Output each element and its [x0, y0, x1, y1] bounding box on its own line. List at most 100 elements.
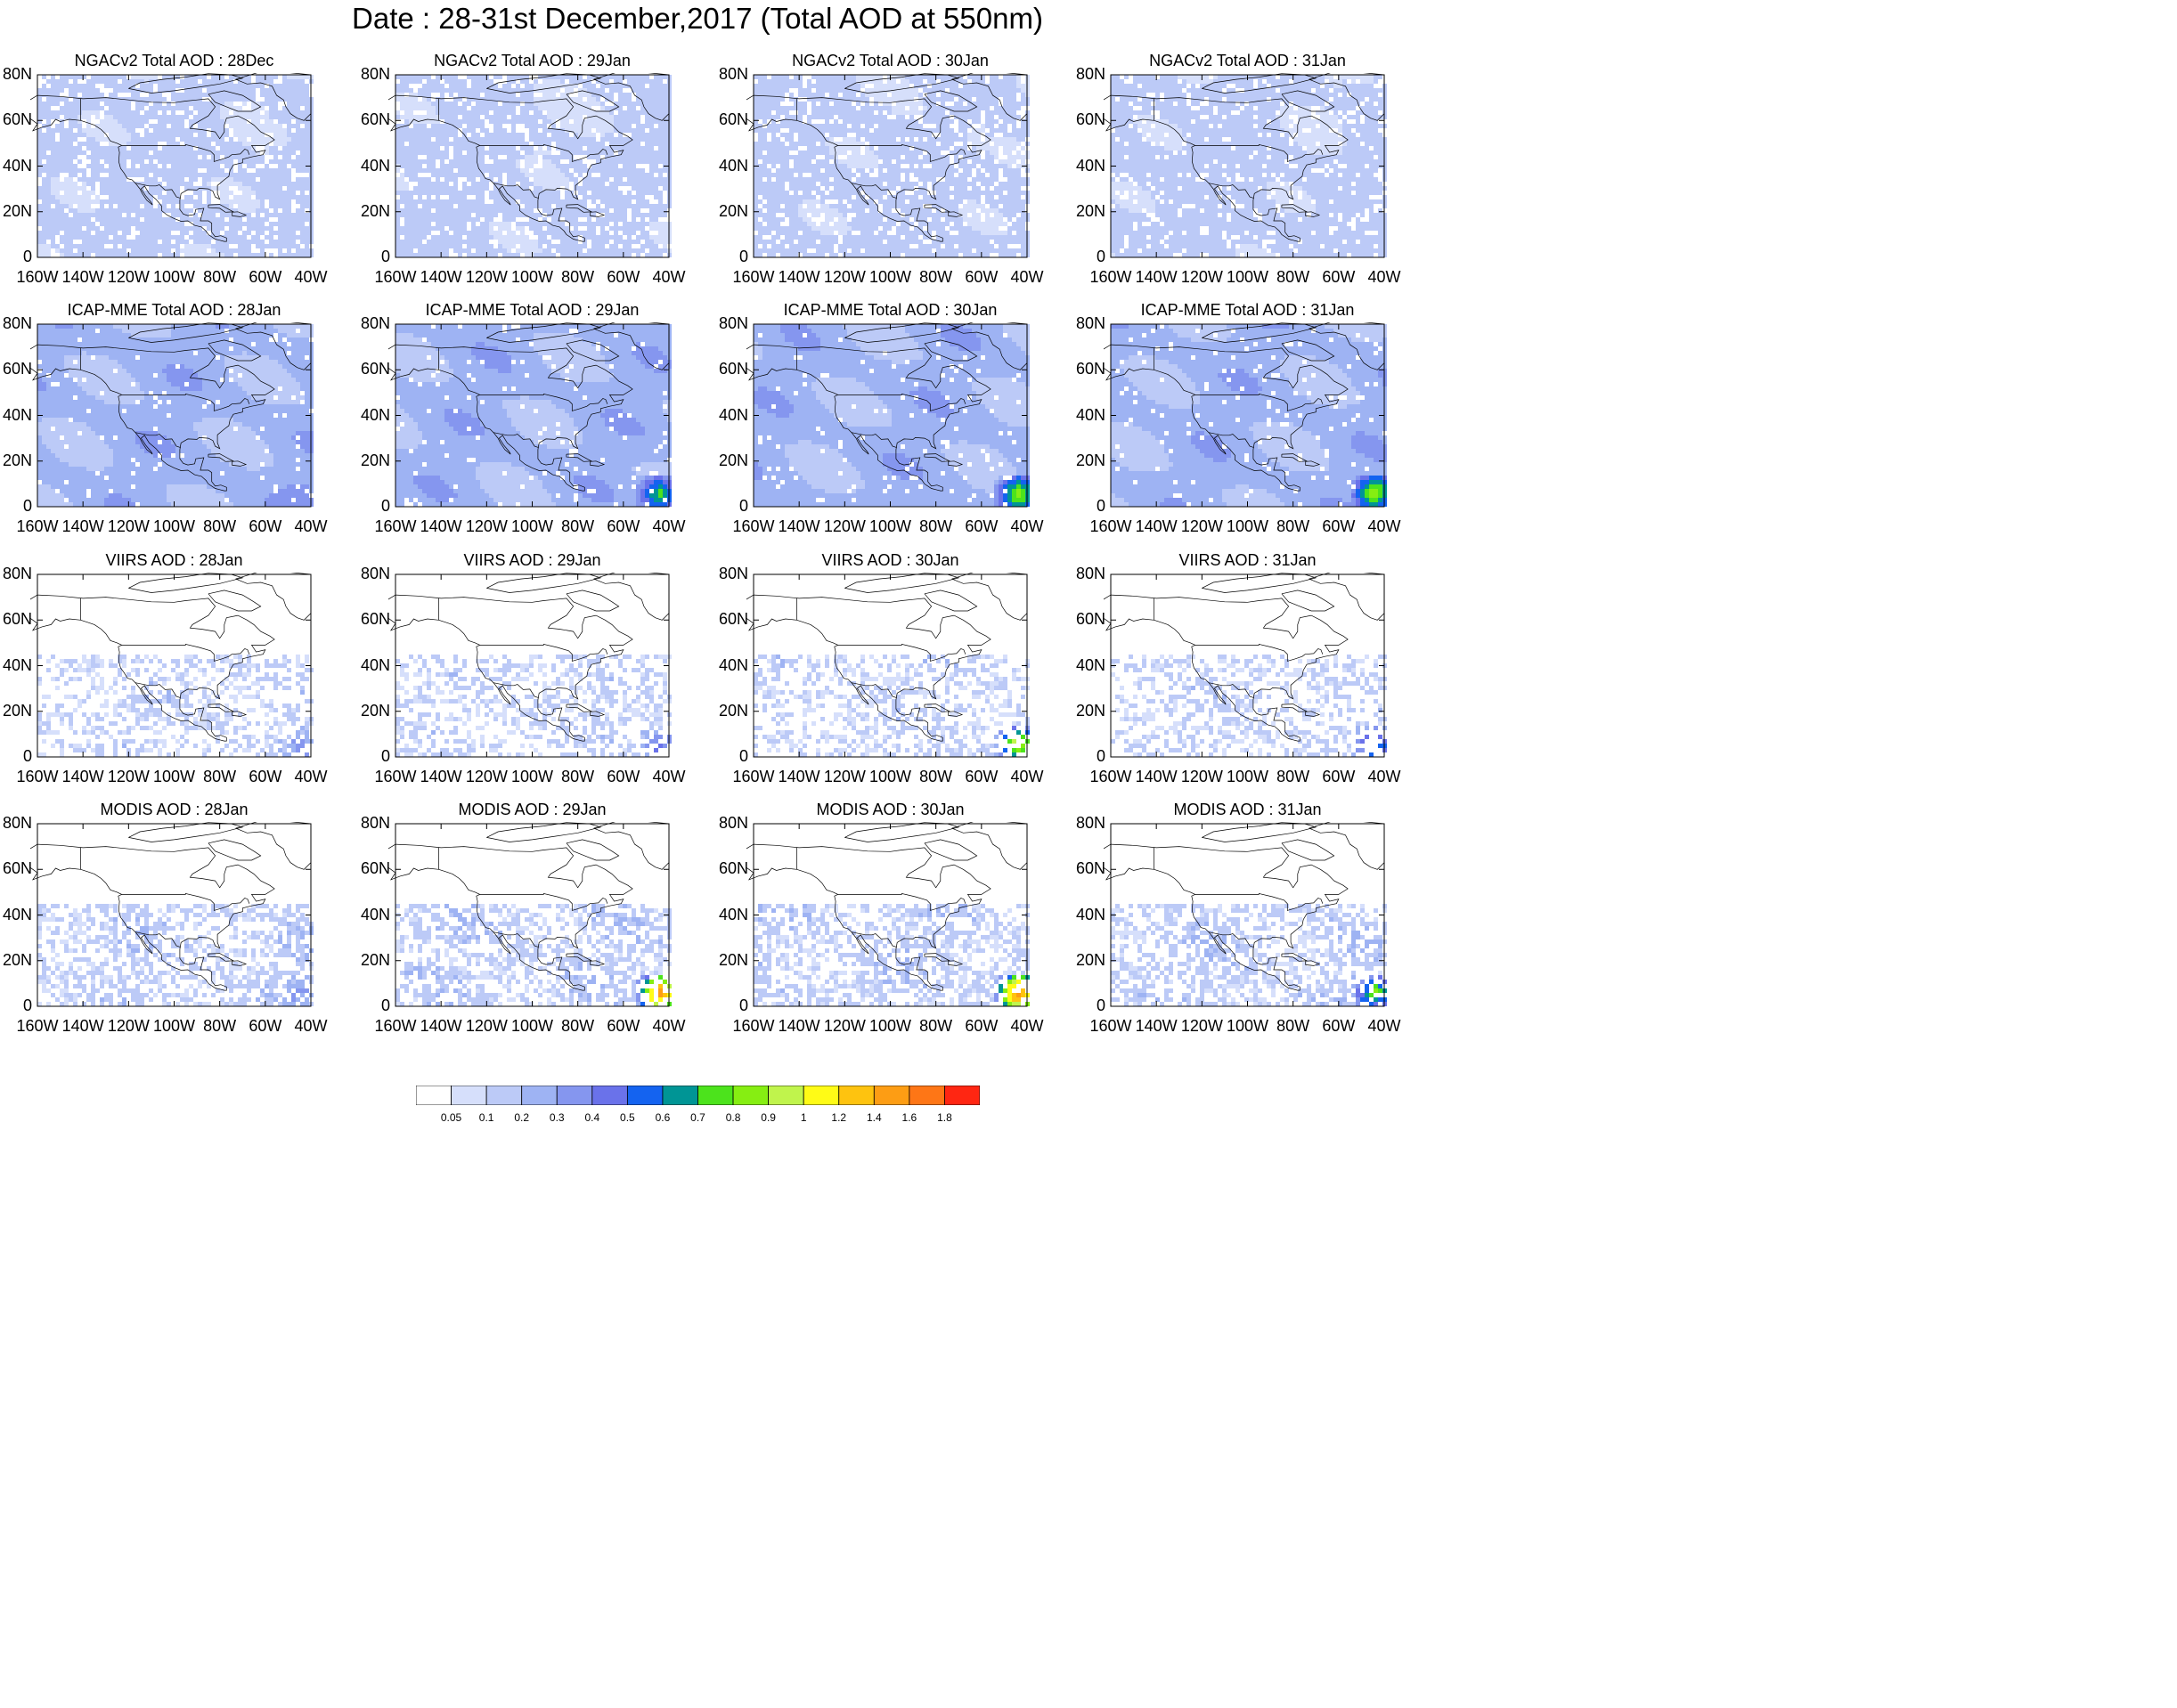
x-tick-label: 160W — [731, 268, 776, 287]
x-tick-label: 40W — [289, 517, 333, 536]
y-tick-label: 20N — [711, 451, 748, 470]
y-tick-label: 20N — [0, 702, 32, 720]
x-tick-label: 160W — [731, 1017, 776, 1036]
coastline — [1104, 344, 1349, 492]
y-tick-label: 80N — [0, 314, 32, 333]
colorbar-label: 0.3 — [539, 1111, 575, 1124]
colorbar-swatch — [873, 1086, 910, 1105]
x-tick-label: 160W — [373, 1017, 418, 1036]
y-tick-label: 60N — [711, 360, 748, 378]
x-tick-label: 60W — [243, 268, 288, 287]
y-tick-label: 80N — [0, 565, 32, 583]
y-tick-label: 20N — [353, 202, 390, 221]
y-tick-label: 80N — [711, 814, 748, 833]
x-tick-label: 120W — [822, 768, 867, 786]
x-tick-label: 40W — [1362, 517, 1406, 536]
x-tick-label: 100W — [1226, 1017, 1270, 1036]
panel-title: NGACv2 Total AOD : 31Jan — [1111, 52, 1384, 70]
coastline — [566, 953, 593, 962]
coastline — [1194, 143, 1324, 162]
coastline — [30, 94, 275, 242]
coastline — [1281, 204, 1309, 213]
colorbar-label: 0.6 — [645, 1111, 681, 1124]
x-tick-label: 160W — [373, 768, 418, 786]
coastline — [837, 643, 966, 662]
aod-map — [30, 573, 314, 758]
y-tick-label: 0 — [0, 996, 32, 1015]
y-tick-label: 80N — [353, 65, 390, 84]
coastline — [746, 344, 991, 492]
x-tick-label: 100W — [510, 517, 555, 536]
x-tick-label: 60W — [601, 268, 646, 287]
y-tick-label: 40N — [1068, 406, 1105, 425]
aod-field — [754, 655, 1030, 757]
coastline — [844, 822, 960, 842]
panel-title: NGACv2 Total AOD : 28Dec — [37, 52, 311, 70]
y-tick-label: 0 — [353, 747, 390, 766]
aod-map — [30, 73, 314, 258]
aod-map — [388, 573, 672, 758]
colorbar-swatch — [662, 1086, 698, 1105]
x-tick-label: 140W — [777, 517, 821, 536]
y-tick-label: 80N — [353, 314, 390, 333]
panel-title: MODIS AOD : 30Jan — [754, 801, 1027, 819]
aod-map — [30, 822, 314, 1007]
aod-map — [1104, 573, 1387, 758]
coastline — [388, 94, 633, 242]
coastline — [1208, 432, 1254, 448]
y-tick-label: 20N — [353, 451, 390, 470]
y-tick-label: 80N — [353, 565, 390, 583]
coastline — [924, 590, 978, 612]
coastline — [121, 143, 250, 162]
x-tick-label: 60W — [243, 768, 288, 786]
y-tick-label: 60N — [1068, 610, 1105, 629]
coastline — [590, 711, 606, 717]
x-tick-label: 120W — [106, 268, 151, 287]
y-tick-label: 0 — [1068, 248, 1105, 266]
x-tick-label: 120W — [822, 517, 867, 536]
x-tick-label: 80W — [556, 1017, 600, 1036]
coastline — [1202, 822, 1317, 842]
coastline — [566, 839, 620, 861]
coastline — [208, 90, 262, 112]
coastline — [479, 643, 608, 662]
coastline — [1194, 892, 1324, 911]
coastline — [1281, 953, 1309, 962]
coastline — [128, 573, 244, 593]
coastline — [844, 322, 960, 343]
x-tick-label: 40W — [1005, 517, 1049, 536]
x-tick-label: 40W — [1005, 268, 1049, 287]
colorbar-swatch — [838, 1086, 875, 1105]
colorbar-swatch — [485, 1086, 523, 1105]
coastline — [593, 573, 670, 621]
coastline — [1281, 590, 1335, 612]
x-tick-label: 120W — [1179, 517, 1224, 536]
coastline — [1208, 931, 1254, 948]
x-tick-label: 120W — [106, 1017, 151, 1036]
coastline — [851, 931, 897, 948]
aod-map — [746, 822, 1030, 1007]
coastline — [486, 822, 602, 842]
coastline — [30, 344, 275, 492]
y-tick-label: 40N — [353, 906, 390, 924]
coastline — [851, 432, 897, 448]
coastline — [837, 143, 966, 162]
x-tick-label: 120W — [1179, 768, 1224, 786]
x-tick-label: 140W — [419, 517, 463, 536]
x-tick-label: 160W — [1088, 268, 1133, 287]
panel-title: NGACv2 Total AOD : 29Jan — [395, 52, 669, 70]
panel-title: NGACv2 Total AOD : 30Jan — [754, 52, 1027, 70]
coastline — [1104, 94, 1349, 242]
y-tick-label: 60N — [1068, 859, 1105, 878]
coastline — [232, 711, 248, 717]
x-tick-label: 120W — [106, 768, 151, 786]
y-tick-label: 20N — [0, 202, 32, 221]
colorbar-swatch — [521, 1086, 558, 1105]
coastline — [486, 73, 602, 94]
coastline — [844, 573, 960, 593]
x-tick-label: 80W — [198, 517, 242, 536]
coastline — [948, 960, 964, 966]
coastline — [235, 573, 312, 621]
x-tick-label: 40W — [1362, 268, 1406, 287]
coastline — [128, 822, 244, 842]
